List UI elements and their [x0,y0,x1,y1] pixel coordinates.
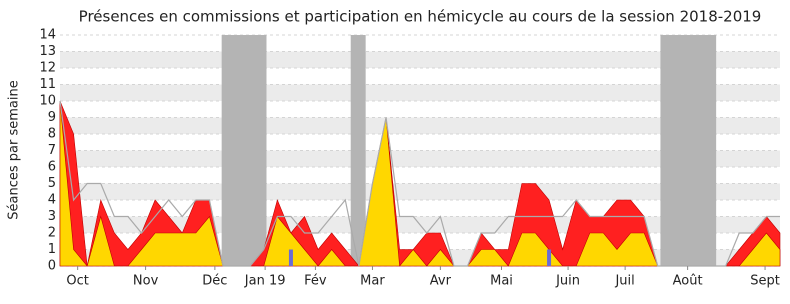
y-tick-label: 11 [39,77,56,92]
chart-title: Présences en commissions et participatio… [79,8,762,26]
x-tick-label: Juil [614,274,634,289]
y-tick-label: 0 [48,259,56,274]
bar [547,249,552,266]
y-tick-label: 4 [48,193,56,208]
x-tick-label: Août [673,274,703,289]
y-tick-label: 6 [48,160,56,175]
x-tick-label: Mai [490,274,513,289]
x-tick-label: Mar [360,274,385,289]
y-tick-label: 12 [39,61,56,76]
y-tick-label: 2 [48,226,56,241]
x-tick-label: Jan 19 [244,274,286,289]
y-tick-label: 9 [48,110,56,125]
bar [288,249,293,266]
y-tick-label: 8 [48,127,56,142]
x-tick-label: Nov [133,274,159,289]
x-tick-label: Déc [202,274,227,289]
x-tick-label: Juin [555,274,580,289]
vacation-band [660,35,717,266]
y-tick-label: 1 [48,242,56,257]
x-tick-label: Oct [66,274,88,289]
y-tick-label: 5 [48,176,56,191]
x-tick-label: Avr [430,274,452,289]
y-tick-label: 7 [48,143,56,158]
y-tick-label: 14 [39,28,56,43]
line [59,100,780,267]
vacation-band [221,35,267,266]
y-axis-label: Séances par semaine [7,80,22,219]
y-tick-label: 10 [39,94,56,109]
vacation-band [350,35,366,266]
x-tick-label: Sept [750,274,780,289]
x-tick-label: Fév [304,274,327,289]
y-tick-label: 13 [39,44,56,59]
y-tick-label: 3 [48,209,56,224]
